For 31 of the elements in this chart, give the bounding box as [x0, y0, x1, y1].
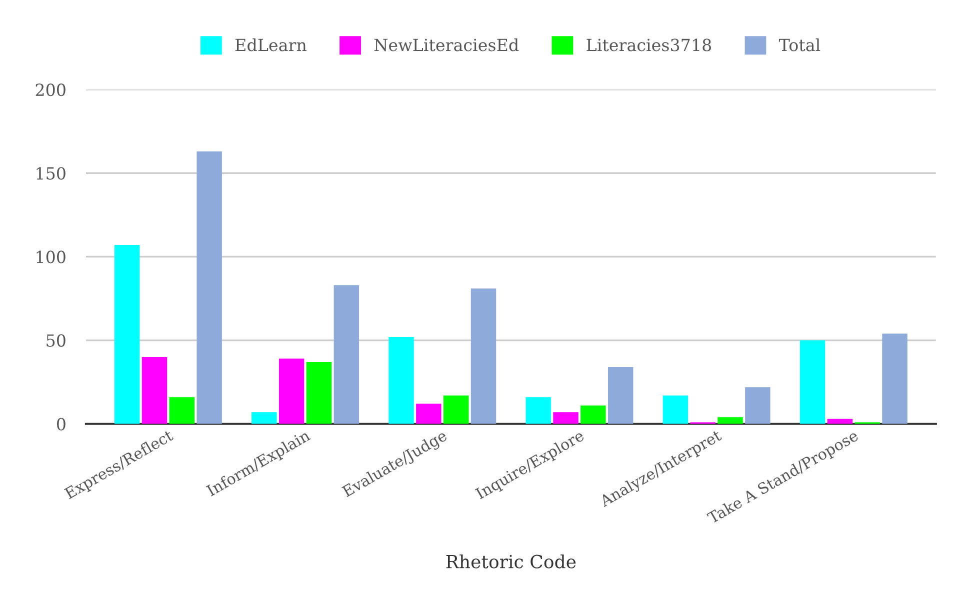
bar [306, 362, 332, 424]
bar [745, 387, 770, 424]
bar [800, 340, 826, 424]
bar [553, 412, 578, 424]
bar [196, 151, 222, 424]
bar [278, 358, 304, 424]
bar [334, 285, 360, 424]
y-tick-label: 0 [57, 418, 66, 430]
bar [470, 288, 496, 424]
legend-label: NewLiteraciesEd [374, 38, 519, 52]
bar [252, 412, 277, 424]
x-axis-title: Rhetoric Code [446, 554, 576, 568]
bar [142, 357, 168, 424]
bar [526, 397, 551, 424]
legend-label: Total [778, 38, 820, 52]
bar [882, 334, 908, 424]
legend-label: Literacies3718 [586, 38, 712, 52]
bar [443, 395, 469, 424]
bar [169, 397, 195, 424]
bar [114, 245, 140, 424]
y-tick-label: 150 [36, 167, 66, 180]
bar [662, 395, 688, 424]
bar [388, 336, 414, 424]
y-tick-label: 50 [46, 334, 66, 347]
y-tick-label: 200 [36, 84, 66, 96]
bar [608, 367, 634, 424]
bar [416, 404, 442, 424]
bar [718, 417, 743, 424]
bar [580, 405, 606, 424]
y-tick-label: 100 [36, 250, 66, 264]
legend-label: EdLearn [235, 38, 306, 52]
